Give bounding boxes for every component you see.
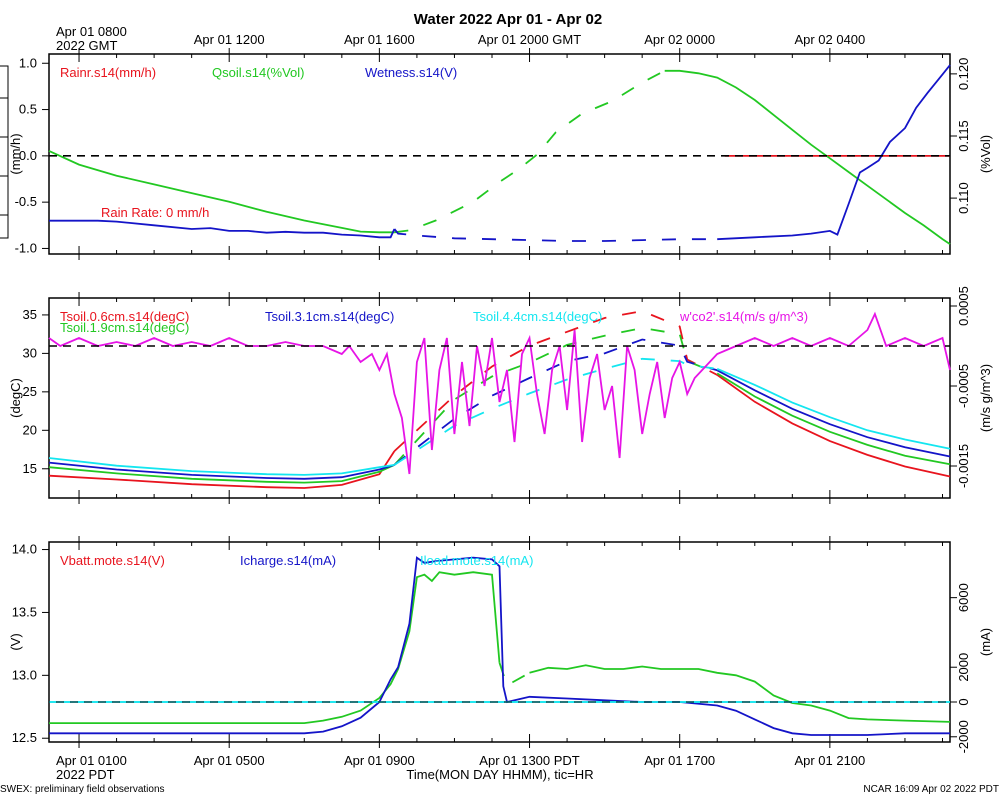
series-line — [48, 311, 951, 475]
top-time-label: Apr 01 1600 — [344, 32, 415, 47]
series-legend-label: Rainr.s14(mm/h) — [60, 65, 156, 80]
series-legend-label: Tsoil.3.1cm.s14(degC) — [265, 309, 394, 324]
left-axis-label: (V) — [8, 633, 23, 650]
bottom-time-label: Apr 01 0100 — [56, 753, 127, 768]
left-axis-tick-label: 15 — [23, 461, 37, 476]
left-axis-tick-label: 1.0 — [19, 55, 37, 70]
plot-title: Water 2022 Apr 01 - Apr 02 — [414, 11, 602, 28]
left-axis-tick-label: 0.0 — [19, 148, 37, 163]
bottom-time-label: Apr 01 2100 — [794, 753, 865, 768]
right-axis-tick-label: -0.0015 — [956, 444, 971, 488]
left-axis-tick-label: 25 — [23, 384, 37, 399]
bottom-time-label: Apr 01 1300 PDT — [479, 753, 580, 768]
series-line-gap-segment — [393, 228, 718, 242]
series-line — [48, 69, 951, 245]
series-line-gap-segment — [393, 327, 718, 466]
left-axis-tick-label: 20 — [23, 422, 37, 437]
panel-frame — [48, 297, 951, 499]
right-axis-tick-label: 6000 — [956, 583, 971, 612]
series-legend-label: Wetness.s14(V) — [365, 65, 457, 80]
left-axis-tick-label: 0.5 — [19, 102, 37, 117]
series-legend-label: Iload.mote.s14(mA) — [420, 553, 533, 568]
left-axis-label: (mm/h) — [8, 133, 23, 174]
series-line-gap-segment — [394, 70, 666, 234]
left-axis-tick-label: 14.0 — [12, 542, 37, 557]
x-axis-label: Time(MON DAY HHMM), tic=HR — [406, 767, 593, 782]
panel-1: -1.0 -0.5 0.0 0.5 1.0 (mm/h) 0.110 0.115 0.120 (%… — [8, 48, 993, 260]
series-line — [48, 367, 951, 476]
left-axis-label: (degC) — [8, 378, 23, 418]
series-line — [49, 556, 950, 736]
right-axis-tick-label: 2000 — [956, 653, 971, 682]
left-axis-tick-label: 13.5 — [12, 604, 37, 619]
top-time-label: Apr 02 0400 — [794, 32, 865, 47]
right-axis-label: (mA) — [978, 628, 993, 656]
panel-3: 12.5 13.0 13.5 14.0 (V) -2000 0 2000 6000 (mA) Vba… — [8, 536, 993, 753]
top-time-label: Apr 01 2000 GMT — [478, 32, 581, 47]
left-axis-tick-label: 35 — [23, 307, 37, 322]
series-line — [49, 571, 951, 724]
left-axis-tick-label: 13.0 — [12, 667, 37, 682]
series-line-gap-segment — [393, 357, 718, 466]
top-time-label: Apr 01 1200 — [194, 32, 265, 47]
right-axis-tick-label: 0.0005 — [956, 286, 971, 326]
right-axis-tick-label: 0.110 — [956, 182, 971, 214]
series-line — [49, 64, 951, 241]
series-legend-label: Icharge.s14(mA) — [240, 553, 336, 568]
left-axis-tick-label: -0.5 — [15, 194, 37, 209]
footer-left: SWEX: preliminary field observations — [0, 784, 165, 795]
series-legend-label: Tsoil.4.4cm.s14(degC) — [473, 309, 602, 324]
right-axis-tick-label: -2000 — [956, 720, 971, 753]
right-axis-label: (m/s g/m^3) — [978, 364, 993, 432]
top-time-label: Apr 02 0000 — [644, 32, 715, 47]
panel-2: 15 20 25 30 35 (degC) -0.0015 -0.0005 0.0005 (m/s… — [8, 286, 993, 504]
panel-frame — [48, 53, 951, 255]
bottom-time-label: Apr 01 0900 — [344, 753, 415, 768]
top-time-label: Apr 01 0800 — [56, 24, 127, 39]
right-axis-tick-label: 0 — [956, 698, 971, 705]
series-legend-label: Tsoil.0.6cm.s14(degC) — [60, 309, 189, 324]
right-axis-tick-label: 0.115 — [956, 120, 971, 152]
series-legend-label: Qsoil.s14(%Vol) — [212, 65, 304, 80]
panel-frame — [48, 541, 951, 743]
footer-right: NCAR 16:09 Apr 02 2022 PDT — [863, 784, 999, 795]
series-legend-label: Vbatt.mote.s14(V) — [60, 553, 165, 568]
cropped-side-scale — [0, 65, 9, 239]
bottom-time-label: Apr 01 1700 — [644, 753, 715, 768]
left-axis-tick-label: 30 — [23, 345, 37, 360]
left-axis-tick-label: -1.0 — [15, 240, 37, 255]
series-line-gap-segment — [393, 310, 718, 452]
bottom-year-label: 2022 PDT — [56, 767, 115, 782]
top-year-label: 2022 GMT — [56, 38, 117, 53]
series-line — [48, 374, 951, 489]
rain-rate-annotation: Rain Rate: 0 mm/h — [101, 205, 209, 220]
series-line — [48, 369, 951, 480]
series-legend-label: w'co2'.s14(m/s g/m^3) — [679, 309, 808, 324]
series-line — [48, 372, 951, 484]
series-legend-label: Tsoil.1.9cm.s14(degC) — [60, 320, 189, 335]
right-axis-tick-label: -0.0005 — [956, 364, 971, 408]
right-axis-label: (%Vol) — [978, 135, 993, 173]
bottom-time-label: Apr 01 0500 — [194, 753, 265, 768]
series-line-gap-segment — [393, 338, 718, 466]
right-axis-tick-label: 0.120 — [956, 58, 971, 91]
left-axis-tick-label: 12.5 — [12, 730, 37, 745]
